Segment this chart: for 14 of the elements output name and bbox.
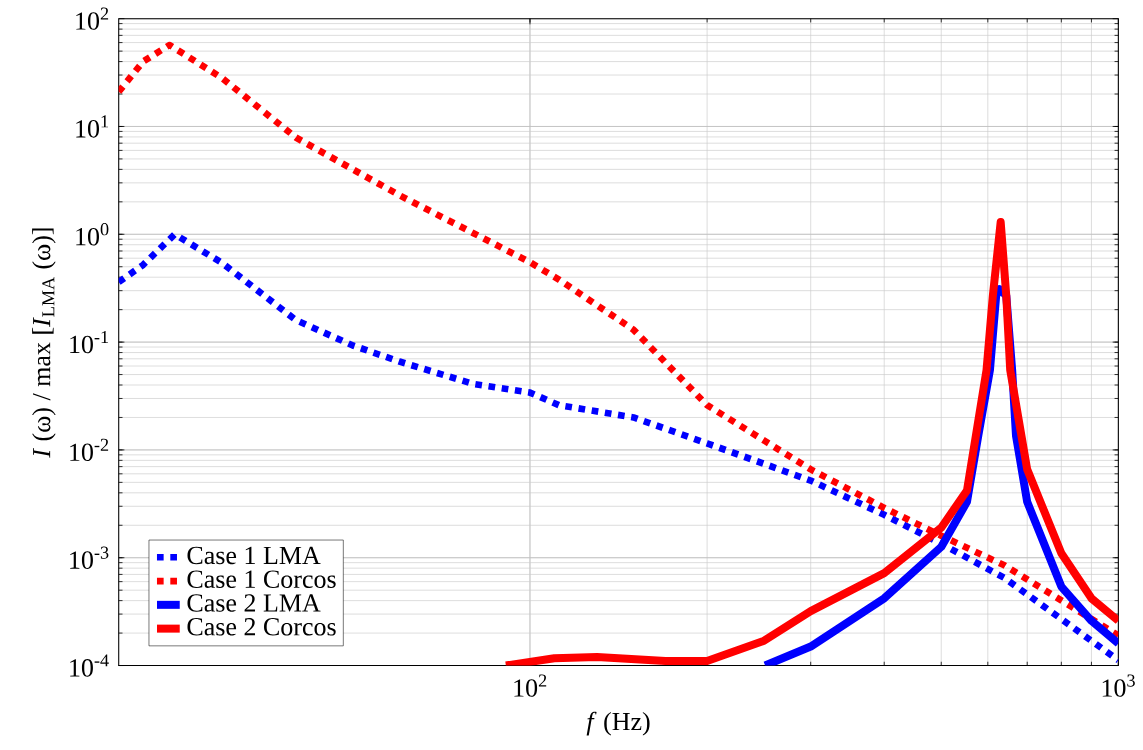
legend-label: Case 1 LMA <box>187 546 321 565</box>
y-tick-label: 10$^{1}$ <box>76 115 109 138</box>
x-tick-label: 10$^{3}$ <box>1102 674 1135 698</box>
y-tick-label: 10$^{-1}$ <box>70 331 109 354</box>
legend-label: Case 2 LMA <box>187 594 321 612</box>
y-tick-label: 10$^{-3}$ <box>70 546 109 570</box>
y-tick-label: 10$^{-2}$ <box>70 438 109 462</box>
x-axis-title: f (Hz) <box>586 711 650 736</box>
y-tick-label: 10$^{-4}$ <box>70 654 109 677</box>
y-tick-label: 10$^{0}$ <box>76 223 109 246</box>
y-axis-title: I (ω) / max [I$_{LMA}$ (ω)] <box>32 228 56 459</box>
legend-label: Case 2 Corcos <box>187 618 336 636</box>
y-tick-label: 10$^{2}$ <box>76 7 109 31</box>
legend-label: Case 1 Corcos <box>187 570 336 589</box>
